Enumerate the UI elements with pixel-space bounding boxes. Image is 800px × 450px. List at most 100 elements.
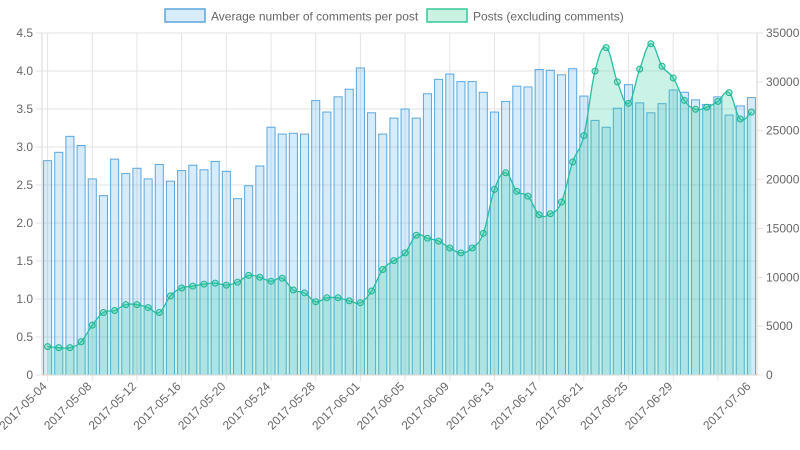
- point-posts: [557, 198, 565, 206]
- point-posts: [368, 287, 376, 295]
- point-posts: [267, 277, 275, 285]
- point-posts: [636, 65, 644, 73]
- point-posts: [356, 299, 364, 307]
- point-posts: [692, 105, 700, 113]
- point-posts: [77, 338, 85, 346]
- y-right-tick-label: 5000: [766, 319, 793, 333]
- legend-item-comments[interactable]: Average number of comments per post: [164, 8, 419, 24]
- bar-comments: [65, 135, 75, 376]
- point-posts: [334, 294, 342, 302]
- point-posts: [736, 115, 744, 123]
- point-posts: [423, 234, 431, 242]
- point-posts: [401, 249, 409, 257]
- point-posts: [312, 298, 320, 306]
- point-posts: [122, 301, 130, 309]
- point-posts: [211, 279, 219, 287]
- y-left-tick-label: 4.0: [16, 64, 33, 78]
- point-posts: [703, 103, 711, 111]
- point-posts: [55, 344, 63, 352]
- point-posts: [714, 97, 722, 105]
- point-posts: [301, 289, 309, 297]
- point-posts: [133, 301, 141, 309]
- point-posts: [513, 187, 521, 195]
- point-posts: [569, 158, 577, 166]
- point-posts: [88, 321, 96, 329]
- point-posts: [234, 278, 242, 286]
- point-posts: [44, 343, 52, 351]
- y-right-tick-label: 35000: [766, 26, 800, 40]
- legend-swatch-comments: [164, 8, 206, 23]
- y-left-tick-label: 1.5: [16, 254, 33, 268]
- point-posts: [111, 307, 119, 315]
- bar-series-comments: [43, 67, 756, 376]
- point-posts: [166, 292, 174, 300]
- point-posts: [99, 308, 107, 316]
- y-right-tick-label: 10000: [766, 270, 800, 284]
- point-posts: [189, 282, 197, 290]
- point-posts: [591, 67, 599, 75]
- point-posts: [479, 229, 487, 237]
- point-posts: [222, 281, 230, 289]
- point-posts: [457, 249, 465, 257]
- y-left-tick-label: 3.0: [16, 140, 33, 154]
- x-tick-label: 2017-06-29: [622, 379, 676, 433]
- point-posts: [580, 132, 588, 140]
- legend: Average number of comments per post Post…: [164, 8, 624, 24]
- point-posts: [390, 257, 398, 265]
- point-posts: [747, 108, 755, 116]
- y-right-tick-label: 20000: [766, 173, 800, 187]
- point-posts: [490, 185, 498, 193]
- y-right-tick-label: 25000: [766, 124, 800, 138]
- y-left-tick-label: 2.5: [16, 178, 33, 192]
- bar-comments: [43, 160, 53, 376]
- point-posts: [502, 169, 510, 177]
- point-posts: [144, 304, 152, 312]
- point-posts: [178, 284, 186, 292]
- legend-label-comments: Average number of comments per post: [211, 10, 419, 24]
- point-posts: [613, 78, 621, 86]
- y-right-tick-label: 15000: [766, 221, 800, 235]
- point-posts: [546, 210, 554, 218]
- point-posts: [278, 274, 286, 282]
- point-posts: [468, 244, 476, 252]
- y-left-tick-label: 0: [26, 368, 33, 382]
- point-posts: [602, 44, 610, 52]
- point-posts: [446, 244, 454, 252]
- point-posts: [379, 265, 387, 273]
- point-posts: [323, 294, 331, 302]
- point-posts: [535, 211, 543, 219]
- point-posts: [680, 96, 688, 104]
- gridlines: [36, 32, 763, 381]
- area-fill-posts: [47, 43, 752, 376]
- point-posts: [66, 344, 74, 352]
- legend-label-posts: Posts (excluding comments): [473, 10, 624, 24]
- legend-swatch-posts: [426, 8, 468, 23]
- bar-comments: [54, 151, 64, 376]
- y-left-tick-label: 1.0: [16, 292, 33, 306]
- point-posts: [256, 273, 264, 281]
- point-posts: [647, 40, 655, 48]
- point-posts: [155, 308, 163, 316]
- point-posts: [412, 231, 420, 239]
- area-series-posts: [44, 40, 755, 376]
- x-tick-label: 2017-07-06: [700, 379, 754, 433]
- point-posts: [200, 280, 208, 288]
- y-left-tick-label: 2.0: [16, 216, 33, 230]
- point-posts: [625, 99, 633, 107]
- point-posts: [658, 62, 666, 70]
- y-left-tick-label: 4.5: [16, 26, 33, 40]
- point-posts: [345, 297, 353, 305]
- y-right-tick-label: 30000: [766, 75, 800, 89]
- point-posts: [524, 192, 532, 200]
- y-right-tick-label: 0: [766, 368, 773, 382]
- point-posts: [245, 271, 253, 279]
- point-posts: [725, 89, 733, 97]
- y-left-tick-label: 0.5: [16, 330, 33, 344]
- point-posts: [669, 74, 677, 82]
- legend-item-posts[interactable]: Posts (excluding comments): [426, 8, 624, 24]
- point-posts: [435, 237, 443, 245]
- y-left-tick-label: 3.5: [16, 102, 33, 116]
- point-posts: [289, 286, 297, 294]
